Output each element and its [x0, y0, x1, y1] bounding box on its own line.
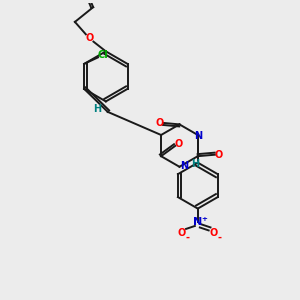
- Text: N: N: [194, 131, 202, 141]
- Text: Cl: Cl: [98, 50, 109, 60]
- Text: -: -: [218, 233, 222, 243]
- Text: O: O: [178, 228, 186, 238]
- Text: O: O: [155, 118, 164, 128]
- Text: -: -: [186, 233, 190, 243]
- Text: O: O: [210, 228, 218, 238]
- Text: N: N: [193, 218, 203, 227]
- Text: O: O: [175, 139, 183, 148]
- Text: O: O: [85, 33, 94, 43]
- Text: H: H: [192, 159, 200, 169]
- Text: +: +: [201, 216, 207, 222]
- Text: H: H: [93, 104, 101, 114]
- Text: N: N: [180, 161, 188, 171]
- Text: O: O: [214, 150, 223, 160]
